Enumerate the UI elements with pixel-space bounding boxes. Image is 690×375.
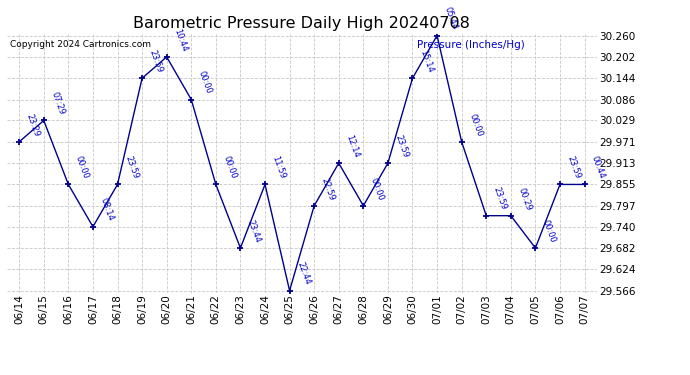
- Text: 23:59: 23:59: [492, 186, 509, 211]
- Text: 23:59: 23:59: [393, 134, 410, 159]
- Text: 23:59: 23:59: [566, 155, 582, 180]
- Text: 22:59: 22:59: [319, 176, 336, 202]
- Text: 00:29: 00:29: [516, 186, 533, 211]
- Title: Barometric Pressure Daily High 20240708: Barometric Pressure Daily High 20240708: [133, 16, 471, 31]
- Text: 10:44: 10:44: [172, 27, 189, 53]
- Text: 23:59: 23:59: [123, 155, 139, 180]
- Text: 23:44: 23:44: [246, 218, 263, 244]
- Text: 00:00: 00:00: [221, 155, 238, 180]
- Text: 00:00: 00:00: [74, 155, 90, 180]
- Text: 05:44: 05:44: [442, 6, 460, 32]
- Text: 12:14: 12:14: [344, 134, 361, 159]
- Text: 00:00: 00:00: [541, 219, 558, 244]
- Text: 00:44: 00:44: [590, 155, 607, 180]
- Text: Pressure (Inches/Hg): Pressure (Inches/Hg): [417, 40, 524, 50]
- Text: 11:59: 11:59: [270, 155, 287, 180]
- Text: 07:29: 07:29: [49, 91, 66, 116]
- Text: 08:14: 08:14: [99, 197, 115, 222]
- Text: 23:59: 23:59: [148, 48, 164, 74]
- Text: 22:44: 22:44: [295, 261, 312, 286]
- Text: 23:29: 23:29: [25, 112, 41, 138]
- Text: 15:14: 15:14: [418, 49, 435, 74]
- Text: 00:00: 00:00: [467, 112, 484, 138]
- Text: 00:00: 00:00: [369, 176, 386, 202]
- Text: Copyright 2024 Cartronics.com: Copyright 2024 Cartronics.com: [10, 40, 151, 49]
- Text: 00:00: 00:00: [197, 70, 213, 95]
